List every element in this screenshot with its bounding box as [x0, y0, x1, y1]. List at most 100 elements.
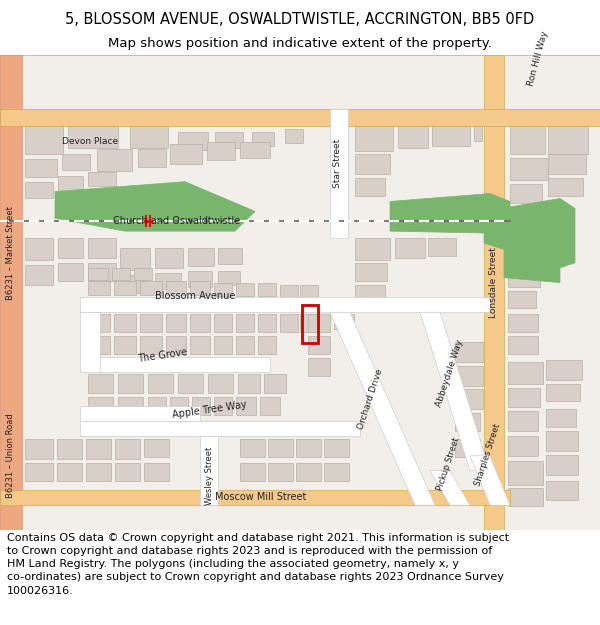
Polygon shape [130, 126, 168, 148]
Polygon shape [207, 142, 235, 160]
Polygon shape [470, 456, 510, 505]
Polygon shape [280, 284, 298, 298]
Polygon shape [355, 126, 393, 151]
Text: Pickup Street: Pickup Street [435, 437, 461, 493]
Polygon shape [508, 461, 543, 486]
Polygon shape [140, 336, 162, 354]
Text: 5, BLOSSOM AVENUE, OSWALDTWISTLE, ACCRINGTON, BB5 0FD: 5, BLOSSOM AVENUE, OSWALDTWISTLE, ACCRIN… [65, 12, 535, 27]
Polygon shape [214, 336, 232, 354]
Text: Moscow Mill Street: Moscow Mill Street [215, 492, 307, 502]
Polygon shape [324, 462, 349, 481]
Polygon shape [504, 248, 560, 282]
Polygon shape [214, 398, 232, 415]
Polygon shape [508, 489, 543, 506]
Polygon shape [140, 314, 162, 332]
Polygon shape [144, 462, 169, 481]
Polygon shape [58, 262, 83, 281]
Polygon shape [166, 336, 186, 354]
Polygon shape [115, 462, 140, 481]
Polygon shape [430, 471, 470, 505]
Polygon shape [546, 481, 578, 500]
Polygon shape [148, 398, 166, 415]
Polygon shape [546, 360, 582, 379]
Polygon shape [296, 439, 321, 457]
Polygon shape [268, 439, 293, 457]
Polygon shape [112, 268, 130, 279]
Polygon shape [355, 154, 390, 174]
Polygon shape [240, 462, 265, 481]
Polygon shape [546, 455, 578, 474]
Polygon shape [508, 362, 543, 384]
Polygon shape [166, 314, 186, 332]
Text: B6231 – Market Street: B6231 – Market Street [7, 206, 16, 300]
Polygon shape [0, 55, 22, 530]
Polygon shape [484, 55, 504, 530]
Polygon shape [484, 199, 575, 268]
Polygon shape [80, 421, 360, 436]
Polygon shape [355, 284, 385, 298]
Text: Blossom Avenue: Blossom Avenue [155, 291, 235, 301]
Polygon shape [188, 271, 212, 286]
Polygon shape [334, 314, 354, 329]
Polygon shape [188, 248, 214, 266]
Polygon shape [508, 336, 538, 354]
Polygon shape [80, 357, 270, 372]
Polygon shape [546, 384, 580, 401]
Polygon shape [548, 154, 586, 174]
Polygon shape [86, 439, 111, 459]
Polygon shape [118, 398, 143, 415]
Polygon shape [474, 126, 482, 141]
Polygon shape [236, 398, 256, 415]
Polygon shape [215, 132, 243, 148]
Text: Devon Place: Devon Place [62, 137, 118, 146]
Polygon shape [88, 262, 116, 281]
Polygon shape [546, 431, 578, 451]
Polygon shape [190, 281, 210, 296]
Polygon shape [55, 182, 255, 231]
Polygon shape [240, 142, 270, 158]
Polygon shape [546, 409, 576, 427]
Polygon shape [148, 374, 173, 394]
Polygon shape [258, 282, 276, 296]
Polygon shape [88, 336, 110, 354]
Polygon shape [25, 439, 53, 459]
Polygon shape [355, 177, 385, 196]
Polygon shape [144, 439, 169, 457]
Polygon shape [398, 126, 428, 148]
Polygon shape [86, 462, 111, 481]
Polygon shape [57, 439, 82, 459]
Polygon shape [428, 238, 456, 256]
Polygon shape [268, 462, 293, 481]
Polygon shape [455, 439, 480, 457]
Polygon shape [510, 158, 548, 180]
Polygon shape [25, 182, 53, 198]
Polygon shape [455, 413, 480, 431]
Polygon shape [508, 238, 543, 262]
Text: Orchard Drive: Orchard Drive [356, 368, 384, 431]
Polygon shape [548, 177, 583, 196]
Text: Sharples Street: Sharples Street [473, 423, 502, 488]
Polygon shape [25, 159, 57, 177]
Polygon shape [120, 248, 150, 270]
Polygon shape [258, 314, 276, 332]
Polygon shape [118, 374, 143, 394]
Polygon shape [97, 149, 132, 171]
Polygon shape [25, 265, 53, 284]
Polygon shape [214, 314, 232, 332]
Polygon shape [25, 462, 53, 481]
Text: B6231 – Union Road: B6231 – Union Road [7, 413, 16, 498]
Polygon shape [114, 281, 136, 296]
Polygon shape [0, 109, 600, 126]
Text: The Grove: The Grove [136, 347, 188, 364]
Polygon shape [25, 126, 63, 154]
Polygon shape [280, 314, 298, 332]
Polygon shape [330, 312, 435, 505]
Text: Ron Hill Way: Ron Hill Way [526, 29, 550, 87]
Polygon shape [308, 357, 330, 376]
Polygon shape [508, 411, 538, 431]
Polygon shape [80, 298, 490, 312]
Polygon shape [455, 366, 483, 386]
Polygon shape [0, 491, 510, 505]
Polygon shape [390, 194, 510, 238]
Polygon shape [155, 248, 183, 268]
